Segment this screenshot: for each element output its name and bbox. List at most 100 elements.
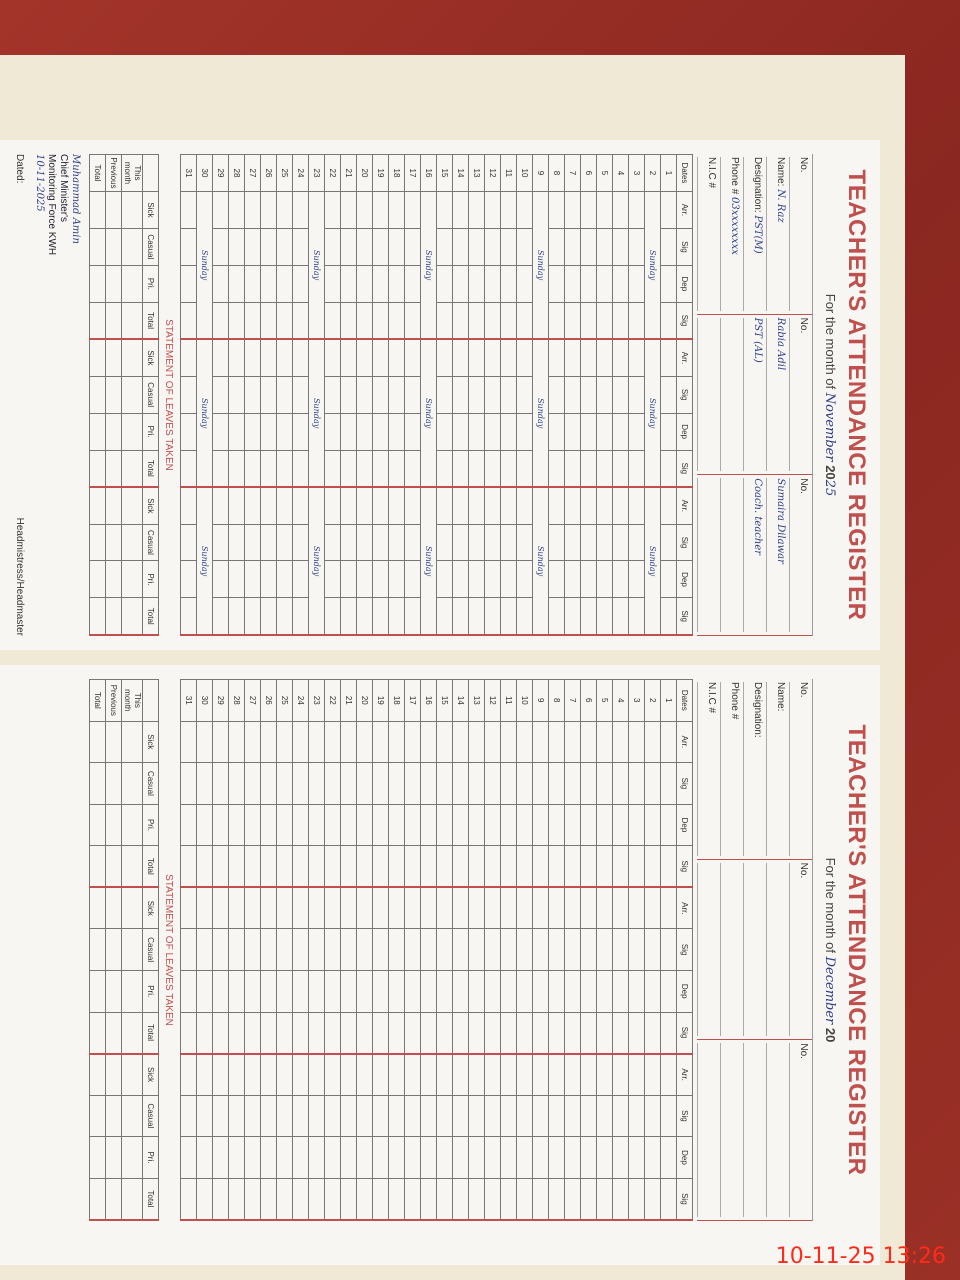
attendance-cell <box>260 265 277 303</box>
date-number: 31 <box>180 679 197 722</box>
attendance-cell <box>628 302 645 340</box>
nic-label: N.I.C # <box>706 682 717 714</box>
leave-row: Total <box>89 154 106 635</box>
attendance-cell <box>292 191 309 229</box>
attendance-cell <box>468 487 485 525</box>
attendance-cell <box>500 804 517 846</box>
attendance-cell <box>484 376 501 414</box>
sunday-mark: Sunday <box>644 191 661 340</box>
attendance-cell <box>276 265 293 303</box>
attendance-cell <box>516 597 533 635</box>
attendance-cell <box>628 339 645 377</box>
attendance-cell <box>324 487 341 525</box>
leaves-title: STATEMENT OF LEAVES TAKEN <box>163 874 174 1026</box>
attendance-cell <box>228 413 245 451</box>
nic-field <box>697 862 720 1037</box>
attendance-cell <box>180 1012 197 1054</box>
attendance-cell <box>436 1095 453 1137</box>
attendance-cell <box>212 487 229 525</box>
attendance-cell <box>340 228 357 266</box>
attendance-cell <box>548 487 565 525</box>
leave-row-label: Total <box>89 679 106 722</box>
leave-cell <box>105 487 122 525</box>
date-number: 4 <box>612 154 629 192</box>
leave-cell <box>89 228 106 266</box>
leave-cell <box>89 450 106 488</box>
attendance-cell <box>372 265 389 303</box>
attendance-cell <box>644 845 661 888</box>
attendance-cell <box>244 597 261 635</box>
leave-cell <box>105 887 122 929</box>
date-number: 10 <box>516 679 533 722</box>
date-number: 7 <box>564 154 581 192</box>
col-sig: Sig <box>676 762 693 805</box>
date-number: 26 <box>260 679 277 722</box>
date-number: 18 <box>388 154 405 192</box>
date-number: 29 <box>212 679 229 722</box>
attendance-cell <box>468 887 485 929</box>
stamp-line: Chief Minister's <box>58 154 69 223</box>
attendance-cell <box>340 762 357 805</box>
attendance-cell <box>628 845 645 888</box>
attendance-cell <box>596 887 613 929</box>
attendance-cell <box>660 487 677 525</box>
teacher-column: No. Sumaira Dilawar Coach. teacher <box>697 475 812 637</box>
attendance-cell <box>644 970 661 1012</box>
attendance-cell <box>180 597 197 635</box>
date-row: 20 <box>356 154 373 635</box>
date-row: 20 <box>356 679 373 1220</box>
attendance-cell <box>212 1178 229 1220</box>
date-number: 27 <box>244 154 261 192</box>
attendance-cell <box>596 928 613 971</box>
leave-cell <box>121 413 143 451</box>
attendance-cell <box>532 1136 549 1179</box>
date-row: 6 <box>580 154 597 635</box>
attendance-cell <box>372 376 389 414</box>
leave-cell <box>89 560 106 598</box>
attendance-cell <box>516 887 533 929</box>
sunday-mark: Sunday <box>196 339 213 488</box>
attendance-cell <box>612 762 629 805</box>
attendance-cell <box>660 339 677 377</box>
attendance-cell <box>212 887 229 929</box>
attendance-cell <box>500 487 517 525</box>
nic-field <box>697 478 720 633</box>
attendance-cell <box>276 970 293 1012</box>
attendance-cell <box>484 228 501 266</box>
attendance-cell <box>612 1012 629 1054</box>
no-field: No. <box>789 1043 812 1218</box>
attendance-cell <box>244 928 261 971</box>
attendance-cell <box>292 302 309 340</box>
attendance-cell <box>340 1012 357 1054</box>
attendance-cell <box>468 970 485 1012</box>
attendance-cell <box>340 450 357 488</box>
attendance-cell <box>340 804 357 846</box>
attendance-cell <box>244 1095 261 1137</box>
attendance-cell <box>612 524 629 561</box>
attendance-cell <box>276 1012 293 1054</box>
attendance-cell <box>260 524 277 561</box>
attendance-cell <box>436 970 453 1012</box>
attendance-cell <box>612 721 629 763</box>
date-number: 11 <box>500 154 517 192</box>
attendance-cell <box>388 970 405 1012</box>
attendance-cell <box>340 887 357 929</box>
attendance-cell <box>356 339 373 377</box>
attendance-cell <box>548 887 565 929</box>
attendance-cell <box>644 1012 661 1054</box>
attendance-cell <box>324 762 341 805</box>
leave-cell <box>105 597 122 635</box>
attendance-cell <box>564 1136 581 1179</box>
attendance-cell <box>548 191 565 229</box>
attendance-cell <box>532 1012 549 1054</box>
attendance-cell <box>468 762 485 805</box>
attendance-cell <box>516 970 533 1012</box>
attendance-cell <box>500 1136 517 1179</box>
attendance-cell <box>180 191 197 229</box>
attendance-cell <box>596 1012 613 1054</box>
attendance-cell <box>228 1136 245 1179</box>
leave-row: Previous <box>105 154 122 635</box>
attendance-cell <box>516 721 533 763</box>
attendance-cell <box>388 928 405 971</box>
date-number: 19 <box>372 679 389 722</box>
